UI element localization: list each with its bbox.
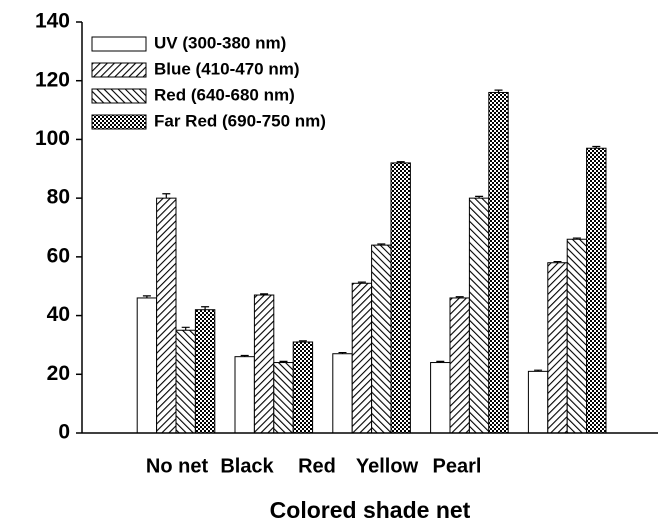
error-bar	[181, 326, 190, 331]
y-tick-label: 80	[47, 186, 70, 209]
x-tick-label: Black	[220, 455, 274, 477]
error-bar	[260, 293, 269, 296]
x-axis-label: Colored shade net	[270, 497, 471, 523]
y-tick-label: 120	[35, 68, 70, 91]
bar	[273, 362, 294, 434]
bar	[175, 329, 196, 434]
error-bar	[298, 340, 307, 342]
bar	[430, 362, 451, 434]
x-tick-label: Red	[298, 455, 336, 477]
bar	[351, 282, 373, 434]
y-tick-label: 0	[58, 421, 70, 444]
bar	[586, 147, 607, 434]
error-bar	[357, 281, 366, 284]
legend-label: Red (640-680 nm)	[154, 85, 295, 104]
error-bar	[338, 351, 347, 354]
bar	[468, 197, 490, 434]
x-tick-label: No net	[146, 455, 209, 477]
error-bar	[592, 145, 601, 149]
bar	[527, 370, 549, 434]
error-bar	[279, 360, 288, 363]
legend-swatch	[91, 62, 147, 78]
x-tick-label: Pearl	[433, 455, 482, 477]
bar	[488, 91, 509, 434]
y-tick-label: 20	[47, 362, 70, 385]
bar	[234, 356, 255, 434]
error-bar	[455, 296, 464, 298]
error-bar	[142, 295, 151, 298]
y-tick-label: 40	[47, 303, 70, 326]
x-tick-label: Yellow	[356, 455, 419, 477]
error-bar	[572, 237, 581, 240]
legend-label: Blue (410-470 nm)	[154, 59, 300, 78]
error-bar	[201, 306, 210, 310]
bar	[156, 197, 177, 434]
error-bar	[553, 260, 562, 263]
y-tick-label: 60	[47, 244, 70, 267]
bar	[292, 341, 314, 434]
bar	[136, 297, 158, 434]
bar	[390, 162, 411, 434]
bar	[449, 297, 470, 434]
legend-label: Far Red (690-750 nm)	[154, 111, 326, 130]
error-bar	[475, 195, 484, 199]
legend-swatch	[91, 88, 147, 104]
y-tick-label: 140	[35, 10, 70, 33]
bar	[253, 294, 275, 434]
legend-swatch	[91, 114, 147, 130]
bar	[332, 353, 353, 434]
error-bar	[436, 360, 445, 363]
error-bar	[534, 369, 543, 372]
error-bar	[162, 193, 171, 199]
bar	[194, 309, 216, 434]
error-bar	[396, 161, 405, 163]
bar	[547, 262, 568, 434]
y-tick-label: 100	[35, 127, 70, 150]
error-bar	[377, 243, 386, 246]
legend-swatch	[91, 36, 147, 52]
error-bar	[240, 354, 249, 357]
bar	[371, 244, 392, 434]
error-bar	[494, 89, 503, 93]
legend-label: UV (300-380 nm)	[154, 33, 286, 52]
bar	[566, 238, 588, 434]
